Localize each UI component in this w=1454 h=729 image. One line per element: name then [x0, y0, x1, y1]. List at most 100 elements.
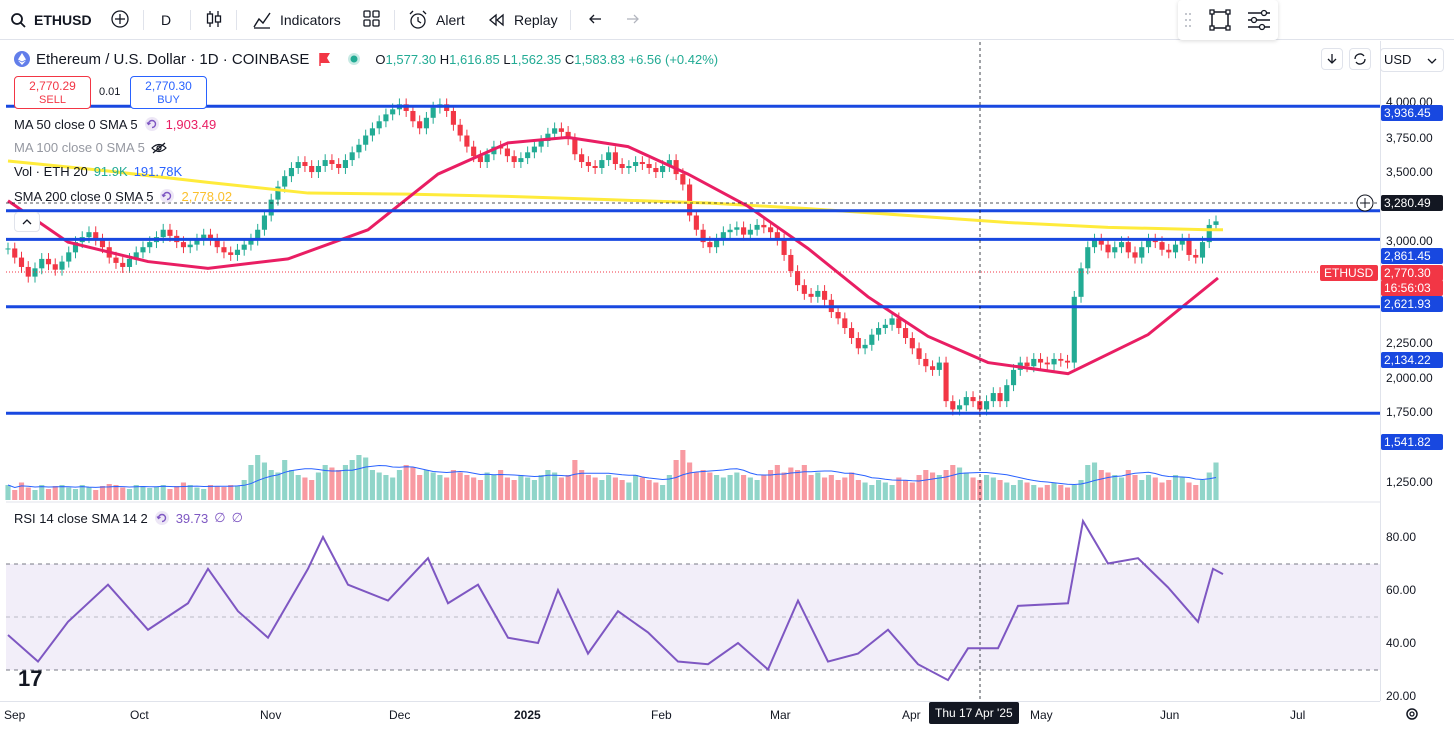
candle: [477, 156, 483, 163]
candle: [1031, 358, 1037, 367]
sell-button[interactable]: 2,770.29 SELL: [14, 76, 91, 109]
volume-bar: [855, 480, 861, 500]
volume-bar: [498, 470, 504, 500]
volume-bar: [734, 472, 740, 500]
sma200-line: [7, 159, 1223, 232]
volume-bar: [727, 475, 733, 500]
volume-bar: [747, 477, 753, 500]
chart-legend: Ethereum / U.S. Dollar · 1D · COINBASE O…: [14, 48, 718, 70]
candle: [187, 244, 193, 248]
candle: [120, 262, 126, 267]
candle: [275, 186, 281, 200]
volume-bar: [1139, 480, 1145, 500]
volume-bar: [653, 482, 659, 500]
refresh-icon[interactable]: [144, 116, 160, 132]
candle: [1112, 247, 1118, 253]
ma50-legend[interactable]: MA 50 close 0 SMA 5 1,903.49: [14, 116, 216, 132]
interval-button[interactable]: D: [161, 0, 171, 40]
volume-bar: [1024, 482, 1030, 500]
time-tick: Jul: [1290, 708, 1306, 722]
volume-bar: [201, 489, 207, 500]
volume-bar: [579, 470, 585, 500]
price-tick: 2,000.00: [1386, 371, 1433, 385]
flag-icon[interactable]: [319, 52, 331, 66]
volume-bar: [275, 472, 281, 500]
chart-title[interactable]: Ethereum / U.S. Dollar · 1D · COINBASE: [36, 50, 310, 68]
time-tick: Oct: [130, 708, 149, 722]
candle: [660, 166, 666, 173]
symbol-search[interactable]: ETHUSD: [10, 0, 92, 40]
settings-sliders-icon[interactable]: [1246, 8, 1272, 37]
candle: [315, 166, 322, 173]
candle: [923, 358, 929, 367]
volume-bar: [633, 475, 639, 500]
volume-bar: [336, 470, 342, 500]
volume-bar: [52, 486, 58, 500]
fullscreen-icon[interactable]: [1208, 8, 1232, 37]
volume-bar: [592, 477, 598, 500]
candle: [363, 135, 369, 145]
buy-button[interactable]: 2,770.30 BUY: [130, 76, 207, 109]
compare-button[interactable]: [110, 0, 130, 40]
candle: [531, 146, 537, 153]
volume-bar: [66, 487, 72, 500]
candle: [93, 232, 99, 240]
sma200-legend[interactable]: SMA 200 close 0 SMA 5 2,778.02: [14, 188, 232, 204]
level-label-2134: 2,134.22: [1381, 352, 1443, 368]
volume-bar: [768, 470, 774, 500]
candle: [329, 160, 335, 165]
time-axis[interactable]: [0, 701, 1380, 729]
templates-button[interactable]: [362, 0, 382, 40]
volume-bar: [1179, 477, 1185, 500]
ma100-legend[interactable]: MA 100 close 0 SMA 5: [14, 140, 167, 155]
volume-legend[interactable]: Vol · ETH 20 91.9K 191.78K: [14, 164, 182, 179]
volume-bar: [214, 486, 220, 500]
volume-bar: [25, 487, 31, 500]
replay-scale-button[interactable]: [1349, 48, 1371, 70]
candle: [687, 184, 693, 216]
replay-button[interactable]: Replay: [488, 0, 558, 40]
volume-bar: [1064, 487, 1071, 500]
collapse-legend-button[interactable]: [14, 212, 40, 232]
candle: [862, 344, 868, 349]
time-tick: May: [1030, 708, 1053, 722]
volume-bar: [983, 475, 990, 500]
volume-bar: [639, 477, 645, 500]
refresh-icon[interactable]: [159, 188, 175, 204]
rsi-legend[interactable]: RSI 14 close SMA 14 2 39.73 ∅ ∅: [14, 510, 243, 526]
candle: [943, 362, 949, 402]
crosshair-plus-icon[interactable]: [1356, 194, 1374, 212]
refresh-icon[interactable]: [154, 510, 170, 526]
price-tick: 3,000.00: [1386, 234, 1433, 248]
chart-type-button[interactable]: [204, 0, 224, 40]
candles-icon: [204, 9, 224, 32]
rsi-tick: 60.00: [1386, 583, 1417, 597]
candle: [518, 158, 524, 163]
volume-bar: [815, 472, 821, 500]
candle: [822, 290, 828, 300]
volume-bar: [174, 486, 180, 500]
candle: [25, 266, 31, 277]
price-scale[interactable]: [1380, 41, 1454, 701]
indicators-button[interactable]: Indicators: [252, 0, 341, 40]
candle: [1166, 249, 1172, 253]
eye-off-icon[interactable]: [150, 142, 167, 154]
currency-select[interactable]: USD: [1380, 48, 1444, 72]
candle: [1071, 296, 1077, 363]
rsi-tick: 80.00: [1386, 530, 1417, 544]
volume-bar: [788, 467, 794, 500]
right-tools-panel: [1178, 0, 1278, 40]
alert-button[interactable]: Alert: [408, 0, 465, 40]
undo-button[interactable]: [586, 0, 604, 40]
volume-ma-line: [7, 464, 1217, 489]
candle: [342, 160, 348, 169]
chart-settings-gear-icon[interactable]: [1404, 706, 1420, 727]
volume-bar: [417, 475, 423, 500]
candle: [1078, 268, 1084, 297]
candle: [45, 258, 52, 265]
drag-handle-icon[interactable]: [1184, 12, 1192, 33]
redo-button[interactable]: [624, 0, 642, 40]
download-button[interactable]: [1321, 48, 1343, 70]
candle: [666, 160, 672, 167]
